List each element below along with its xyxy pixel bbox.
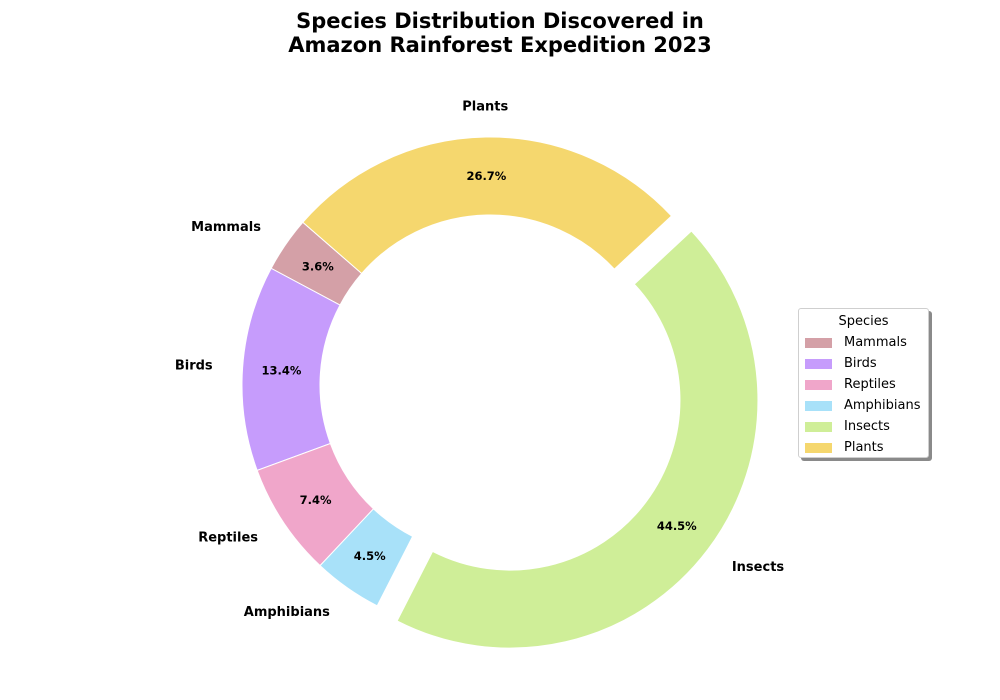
legend-label: Birds	[844, 356, 877, 371]
slice-insects	[396, 230, 759, 649]
legend: Species Mammals Birds Reptiles Amphibians In…	[798, 308, 929, 458]
legend-swatch	[805, 358, 832, 369]
legend-item-reptiles: Reptiles	[799, 374, 928, 395]
legend-item-amphibians: Amphibians	[799, 395, 928, 416]
label-plants: Plants	[462, 100, 508, 115]
label-birds: Birds	[175, 358, 213, 373]
slice-amphibians	[319, 508, 414, 607]
pct-plants: 26.7%	[466, 169, 506, 183]
legend-swatch	[805, 400, 832, 411]
legend-label: Amphibians	[844, 398, 921, 413]
label-amphibians: Amphibians	[244, 605, 330, 620]
legend-swatch	[805, 442, 832, 453]
label-reptiles: Reptiles	[198, 531, 258, 546]
label-mammals: Mammals	[191, 220, 261, 235]
legend-swatch	[805, 379, 832, 390]
chart-title: Species Distribution Discovered in Amazo…	[288, 9, 712, 57]
label-insects: Insects	[732, 560, 785, 575]
slices-layer	[241, 136, 759, 649]
legend-swatch	[805, 337, 832, 348]
pct-reptiles: 7.4%	[300, 493, 332, 507]
legend-item-plants: Plants	[799, 437, 928, 458]
legend-label: Reptiles	[844, 377, 896, 392]
legend-item-insects: Insects	[799, 416, 928, 437]
legend-swatch	[805, 421, 832, 432]
pct-insects: 44.5%	[657, 519, 697, 533]
legend-label: Plants	[844, 440, 884, 455]
slice-plants	[302, 136, 673, 275]
pct-mammals: 3.6%	[302, 260, 334, 274]
legend-title: Species	[838, 314, 889, 329]
labels-layer: Mammals 3.6% Birds 13.4% Reptiles 7.4% Amphibi…	[175, 100, 785, 620]
legend-item-mammals: Mammals	[799, 332, 928, 353]
pct-amphibians: 4.5%	[354, 549, 386, 563]
legend-items: Mammals Birds Reptiles Amphibians Insects Pla…	[799, 332, 928, 458]
legend-label: Insects	[844, 419, 890, 434]
pct-birds: 13.4%	[262, 364, 302, 378]
legend-item-birds: Birds	[799, 353, 928, 374]
legend-label: Mammals	[844, 335, 907, 350]
